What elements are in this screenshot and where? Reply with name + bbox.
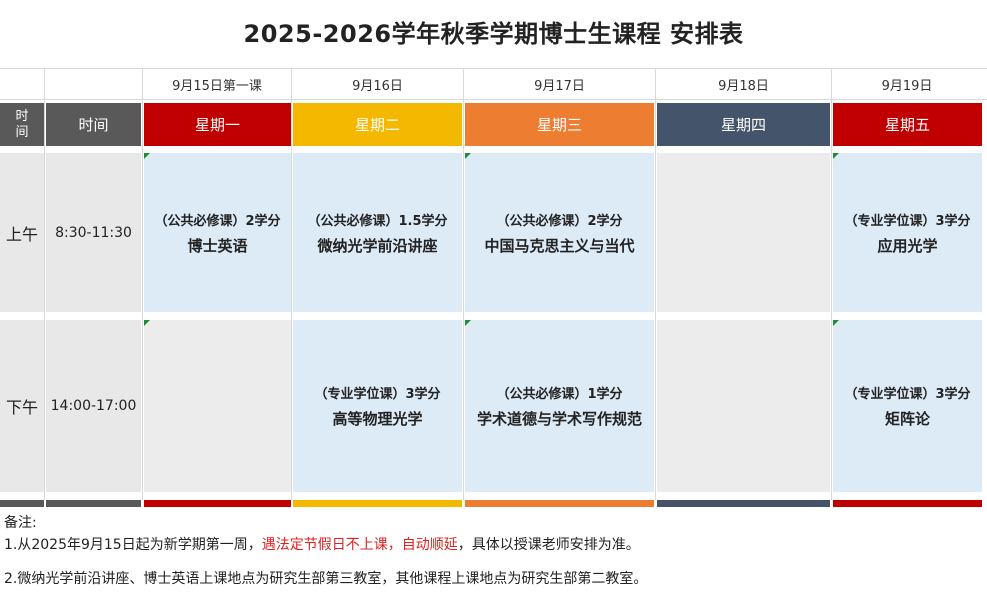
date-monday: 9月15日第一课 [172,78,262,94]
note-line-1: 1.从2025年9月15日起为新学期第一周，遇法定节假日不上课，自动顺延，具体以… [4,534,979,556]
course-cell: （专业学位课）3学分 高等物理光学 [293,320,462,492]
grid-line [655,68,656,500]
course-cell: （专业学位课）3学分 应用光学 [833,153,982,312]
comment-marker-icon [465,153,471,159]
course-name: 博士英语 [187,236,248,255]
footer-bar [46,500,141,507]
period-morning: 上午 [0,153,44,312]
comment-marker-icon [144,320,150,326]
header-time-short: 时 间 [0,103,44,146]
course-credit: （专业学位课）3学分 [844,213,971,229]
comment-marker-icon [465,320,471,326]
header-tuesday: 星期二 [293,103,462,146]
course-credit: （公共必修课）1学分 [496,387,623,402]
grid-line [0,68,987,69]
note-1-text: 1.从2025年9月15日起为新学期第一周， [4,537,262,553]
course-name: 中国马克思主义与当代 [484,236,635,255]
date-tuesday: 9月16日 [352,78,403,94]
header-thursday: 星期四 [657,103,830,146]
time-afternoon: 14:00-17:00 [46,320,141,492]
footer-bar [833,500,982,507]
course-credit: （公共必修课）2学分 [496,213,623,229]
course-cell: （专业学位课）3学分 矩阵论 [833,320,982,492]
course-name: 高等物理光学 [332,410,423,428]
comment-marker-icon [144,153,150,159]
footer-bar [144,500,291,507]
header-time-short-label: 时 间 [15,108,29,140]
date-thursday: 9月18日 [718,78,769,94]
header-monday: 星期一 [144,103,291,146]
empty-cell [144,320,291,492]
note-line-2: 2.微纳光学前沿讲座、博士英语上课地点为研究生部第三教室，其他课程上课地点为研究… [4,571,648,587]
grid-line [44,68,45,500]
note-spacer [4,556,979,568]
course-name: 学术道德与学术写作规范 [476,410,642,428]
course-credit: （公共必修课）1.5学分 [307,213,448,229]
course-name: 微纳光学前沿讲座 [317,236,438,255]
comment-marker-icon [833,320,839,326]
page-title: 2025-2026学年秋季学期博士生课程 安排表 [243,19,744,48]
grid-line [142,68,143,500]
course-name: 矩阵论 [884,410,930,428]
course-credit: （公共必修课）2学分 [154,213,281,229]
course-credit: （专业学位课）3学分 [844,387,971,402]
footer-bar [657,500,830,507]
comment-marker-icon [833,153,839,159]
period-afternoon: 下午 [0,320,44,492]
footer-bar [465,500,654,507]
course-name: 应用光学 [877,236,938,255]
footer-bar [293,500,462,507]
notes: 备注: 1.从2025年9月15日起为新学期第一周，遇法定节假日不上课，自动顺延… [4,512,979,590]
grid-line [831,68,832,500]
note-1-tail: ，具体以授课老师安排为准。 [457,537,640,553]
course-cell: （公共必修课）1.5学分 微纳光学前沿讲座 [293,153,462,312]
header-time: 时间 [46,103,141,146]
course-cell: （公共必修课）2学分 博士英语 [144,153,291,312]
empty-cell [657,320,830,492]
date-wednesday: 9月17日 [534,78,585,94]
grid-line [0,99,987,100]
course-credit: （专业学位课）3学分 [314,387,441,402]
grid-line [291,68,292,500]
header-friday: 星期五 [833,103,982,146]
grid-line [463,68,464,500]
course-cell: （公共必修课）1学分 学术道德与学术写作规范 [465,320,654,492]
time-morning: 8:30-11:30 [46,153,141,312]
course-cell: （公共必修课）2学分 中国马克思主义与当代 [465,153,654,312]
empty-cell [657,153,830,312]
note-1-highlight: 遇法定节假日不上课，自动顺延 [261,537,458,553]
notes-heading: 备注: [4,515,37,531]
footer-bar [0,500,44,507]
header-wednesday: 星期三 [465,103,654,146]
date-friday: 9月19日 [881,78,933,94]
